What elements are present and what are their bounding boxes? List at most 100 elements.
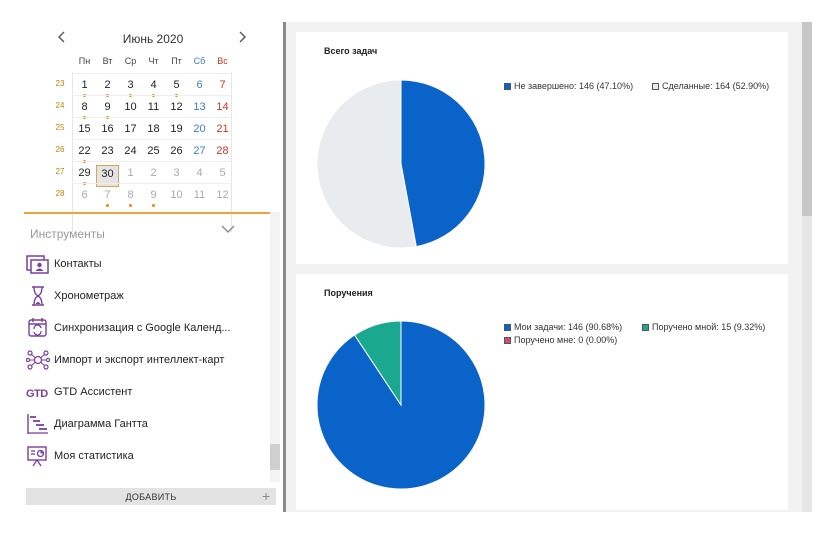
tool-item-my-statistics[interactable]: Моя статистика: [26, 445, 266, 469]
calendar-day[interactable]: 8: [119, 187, 142, 209]
legend-swatch: [504, 324, 511, 331]
day-number: 6: [196, 79, 203, 91]
chevron-down-icon: [221, 225, 235, 233]
day-number: 21: [216, 123, 229, 135]
calendar-day[interactable]: 5: [211, 165, 234, 187]
calendar-day[interactable]: 18: [142, 121, 165, 143]
calendar-day[interactable]: 10: [119, 99, 142, 121]
calendar-day-today[interactable]: 30: [96, 165, 119, 187]
calendar-grid-line: [72, 95, 232, 96]
weekday-label: Вс: [217, 56, 228, 66]
contacts-icon: [26, 253, 50, 275]
tools-scrollbar-thumb[interactable]: [270, 444, 280, 470]
calendar-day[interactable]: 11: [142, 99, 165, 121]
calendar-day[interactable]: 9: [142, 187, 165, 209]
chevron-right-icon: [239, 31, 246, 43]
tool-item-google-sync[interactable]: Синхронизация с Google Календ...: [26, 317, 266, 341]
calendar-day[interactable]: 12: [211, 187, 234, 209]
statistics-scrollbar[interactable]: [802, 22, 812, 512]
calendar-day[interactable]: 25: [142, 143, 165, 165]
day-number: 6: [81, 189, 88, 201]
day-number: 10: [124, 101, 137, 113]
calendar-day[interactable]: 12: [165, 99, 188, 121]
calendar-day[interactable]: 17: [119, 121, 142, 143]
day-number: 30: [101, 168, 114, 180]
tool-item-contacts[interactable]: Контакты: [26, 253, 266, 277]
calendar-day[interactable]: 14: [211, 99, 234, 121]
tools-header: Инструменты: [30, 227, 105, 241]
day-number: 28: [216, 145, 229, 157]
calendar-day[interactable]: 7: [96, 187, 119, 209]
calendar-day[interactable]: 21: [211, 121, 234, 143]
pie-slice-1[interactable]: [316, 79, 417, 249]
weekday-label: Вт: [102, 56, 113, 66]
tool-item-gtd-assistant[interactable]: GTD GTD Ассистент: [26, 381, 266, 405]
calendar-day[interactable]: 6: [73, 187, 96, 209]
calendar-day[interactable]: 19: [165, 121, 188, 143]
calendar-day[interactable]: 7: [211, 77, 234, 99]
calendar-day[interactable]: 28: [211, 143, 234, 165]
legend-item-incomplete: Не завершено: 146 (47.10%): [504, 81, 633, 91]
calendar-day[interactable]: 27: [188, 143, 211, 165]
calendar-day[interactable]: 11: [188, 187, 211, 209]
panel-splitter[interactable]: [283, 22, 286, 512]
legend-item-assigned-to-me: Поручено мне: 0 (0.00%): [504, 335, 617, 345]
weekday-label: Ср: [124, 56, 137, 66]
add-tool-label: ДОБАВИТЬ: [125, 492, 177, 502]
tools-scrollbar[interactable]: [270, 212, 280, 482]
legend-item-assigned-by-me: Поручено мной: 15 (9.32%): [642, 322, 765, 332]
chart-title: Поручения: [324, 288, 373, 298]
day-number: 8: [81, 101, 88, 113]
statistics-scrollbar-thumb[interactable]: [802, 22, 812, 216]
day-number: 20: [193, 123, 206, 135]
day-number: 18: [147, 123, 160, 135]
tool-item-gantt[interactable]: Диаграмма Гантта: [26, 413, 266, 437]
tool-item-time-tracking[interactable]: Хронометраж: [26, 285, 266, 309]
calendar-day[interactable]: 24: [119, 143, 142, 165]
calendar-grid-line: [72, 73, 232, 74]
week-number: 27: [55, 167, 65, 176]
day-number: 27: [193, 145, 206, 157]
calendar-day[interactable]: 13: [188, 99, 211, 121]
tools-collapse-button[interactable]: [220, 221, 236, 237]
legend-swatch: [504, 337, 511, 344]
calendar-grid-line: [72, 117, 232, 118]
week-number: 26: [55, 145, 65, 154]
day-number: 12: [216, 189, 229, 201]
calendar-day[interactable]: 26: [165, 143, 188, 165]
calendar-day[interactable]: 6: [188, 77, 211, 99]
calendar-day[interactable]: 15: [73, 121, 96, 143]
weekday-label: Пн: [78, 56, 91, 66]
weekday-label: Сб: [193, 56, 206, 66]
calendar-day[interactable]: 2: [142, 165, 165, 187]
prev-month-button[interactable]: [54, 30, 70, 47]
chart-title: Всего задач: [324, 46, 378, 56]
next-month-button[interactable]: [234, 30, 250, 47]
day-number: 13: [193, 101, 206, 113]
day-number: 4: [150, 79, 157, 91]
calendar-day[interactable]: 16: [96, 121, 119, 143]
legend-swatch: [642, 324, 649, 331]
add-tool-button[interactable]: ДОБАВИТЬ +: [26, 488, 276, 505]
day-number: 9: [104, 101, 111, 113]
pie-slice-0[interactable]: [400, 79, 486, 248]
calendar-day[interactable]: 3: [165, 165, 188, 187]
day-number: 25: [147, 145, 160, 157]
hourglass-icon: [26, 285, 50, 307]
day-number: 7: [104, 189, 111, 201]
calendar-day[interactable]: 20: [188, 121, 211, 143]
legend-label: Поручено мне: 0 (0.00%): [514, 335, 618, 345]
tool-item-mindmap-import-export[interactable]: Импорт и экспорт интеллект-карт: [25, 349, 266, 373]
calendar-day[interactable]: 4: [188, 165, 211, 187]
pie-slice-1[interactable]: [353, 320, 402, 407]
calendar-day[interactable]: 23: [96, 143, 119, 165]
week-number: 28: [55, 189, 65, 198]
legend-swatch: [504, 83, 511, 90]
day-number: 19: [170, 123, 183, 135]
legend-item-my-tasks: Мои задачи: 146 (90.68%): [504, 322, 622, 332]
chevron-left-icon: [58, 31, 65, 43]
legend-label: Поручено мной: 15 (9.32%): [652, 322, 766, 332]
calendar-day[interactable]: 1: [119, 165, 142, 187]
calendar-day[interactable]: 10: [165, 187, 188, 209]
